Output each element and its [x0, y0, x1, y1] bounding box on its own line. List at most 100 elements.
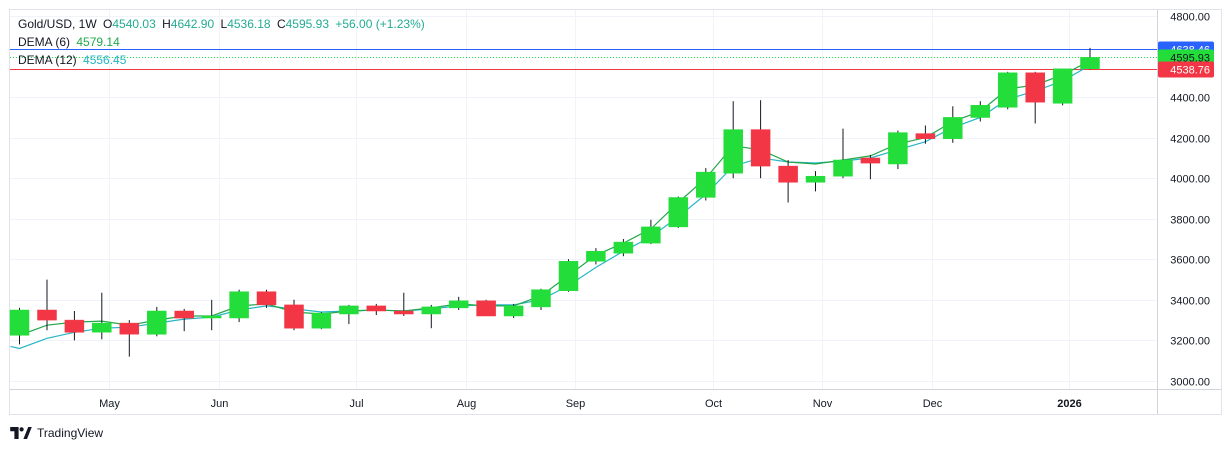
candle[interactable]	[641, 219, 661, 245]
candle[interactable]	[311, 312, 332, 330]
brand-name: TradingView	[37, 426, 104, 440]
candle[interactable]	[1025, 71, 1045, 124]
candle[interactable]	[147, 306, 167, 337]
time-axis[interactable]: May Jun Jul Aug Sep Oct Nov Dec 2026	[99, 398, 1082, 410]
candle[interactable]	[888, 130, 908, 170]
ohlc-legend: Gold/USD, 1W O4540.03 H4642.90 L4536.18 …	[18, 17, 428, 31]
candle[interactable]	[696, 168, 716, 201]
candle[interactable]	[64, 311, 85, 341]
x-tick-label: May	[99, 398, 120, 410]
candle-body	[943, 117, 963, 139]
high-value: 4642.90	[170, 17, 215, 31]
candle[interactable]	[339, 304, 359, 325]
dema6-line	[19, 60, 1091, 336]
candle[interactable]	[586, 248, 606, 265]
candle-body	[641, 226, 661, 244]
candle-body	[229, 291, 249, 319]
x-tick-label: Sep	[566, 398, 586, 410]
candle-body	[668, 197, 689, 228]
symbol-label[interactable]: Gold/USD, 1W	[18, 17, 97, 31]
candle[interactable]	[119, 320, 140, 357]
candle-body	[723, 129, 743, 174]
chart-border	[9, 9, 1222, 415]
candle[interactable]	[943, 106, 963, 143]
grid-lines	[10, 10, 1157, 389]
candle-body	[339, 305, 359, 315]
candle[interactable]	[37, 279, 57, 331]
close-label: C4595.93	[276, 17, 329, 31]
y-tick-label: 3800.00	[1170, 215, 1210, 227]
candle-body	[476, 300, 496, 317]
candle[interactable]	[366, 303, 387, 315]
candle[interactable]	[9, 307, 30, 345]
candle-body	[174, 310, 194, 319]
candle[interactable]	[448, 296, 469, 310]
candle-body	[696, 171, 716, 198]
candle-body	[970, 105, 991, 118]
open-label: O4540.03	[103, 17, 156, 31]
dema6-value: 4579.14	[76, 35, 120, 49]
price-label-down: 4538.76	[1170, 65, 1210, 77]
candle-body	[201, 315, 222, 319]
candle-body	[531, 289, 551, 308]
dema12-legend[interactable]: DEMA (12) 4556.45	[18, 53, 129, 67]
open-value: 4540.03	[112, 17, 156, 31]
candle[interactable]	[668, 196, 689, 228]
candle[interactable]	[256, 289, 277, 308]
candle[interactable]	[201, 299, 222, 331]
dema6-legend[interactable]: DEMA (6) 4579.14	[18, 35, 123, 49]
candle[interactable]	[1052, 68, 1073, 106]
candle[interactable]	[915, 125, 936, 144]
candle-body	[888, 132, 908, 165]
candle[interactable]	[805, 171, 826, 192]
candle-body	[284, 304, 304, 329]
candle[interactable]	[778, 160, 798, 203]
candle-body	[421, 306, 442, 315]
candle[interactable]	[860, 154, 881, 180]
candle-body	[805, 175, 826, 183]
candle-body	[311, 312, 332, 329]
candle[interactable]	[1080, 47, 1100, 70]
candle-body	[586, 250, 606, 262]
x-tick-label: Oct	[705, 398, 722, 410]
candle[interactable]	[613, 239, 634, 257]
candle-body	[394, 310, 414, 315]
candle-body	[750, 129, 771, 167]
candle-body	[1080, 57, 1100, 69]
candle[interactable]	[970, 101, 991, 122]
y-tick-label: 4000.00	[1170, 174, 1210, 186]
candle[interactable]	[833, 128, 853, 179]
candle[interactable]	[284, 299, 304, 331]
candle-body	[860, 157, 881, 164]
candle-body	[448, 300, 469, 309]
candle[interactable]	[558, 259, 579, 292]
candle[interactable]	[750, 100, 771, 179]
candle-body	[366, 305, 387, 312]
candle-body	[64, 319, 85, 333]
candle-body	[997, 72, 1018, 108]
candle[interactable]	[229, 289, 249, 323]
candles[interactable]	[9, 47, 1100, 357]
footer-brand[interactable]: TradingView	[10, 426, 103, 440]
y-tick-label: 3400.00	[1170, 296, 1210, 308]
candle[interactable]	[476, 299, 496, 317]
candle[interactable]	[723, 101, 743, 179]
candle[interactable]	[997, 71, 1018, 110]
candle-body	[503, 305, 524, 317]
x-tick-label: 2026	[1057, 398, 1081, 410]
change-value: +56.00 (+1.23%)	[335, 17, 425, 31]
candle[interactable]	[174, 308, 194, 332]
candle[interactable]	[531, 288, 551, 310]
candle-body	[613, 241, 634, 254]
candle-body	[256, 291, 277, 306]
candle[interactable]	[421, 304, 442, 329]
low-label: L4536.18	[220, 17, 271, 31]
candle[interactable]	[394, 292, 414, 316]
price-label-box-down	[1158, 61, 1214, 78]
candle[interactable]	[92, 292, 112, 340]
y-tick-label: 3000.00	[1170, 377, 1210, 389]
candle-body	[119, 322, 140, 335]
candle[interactable]	[503, 303, 524, 319]
